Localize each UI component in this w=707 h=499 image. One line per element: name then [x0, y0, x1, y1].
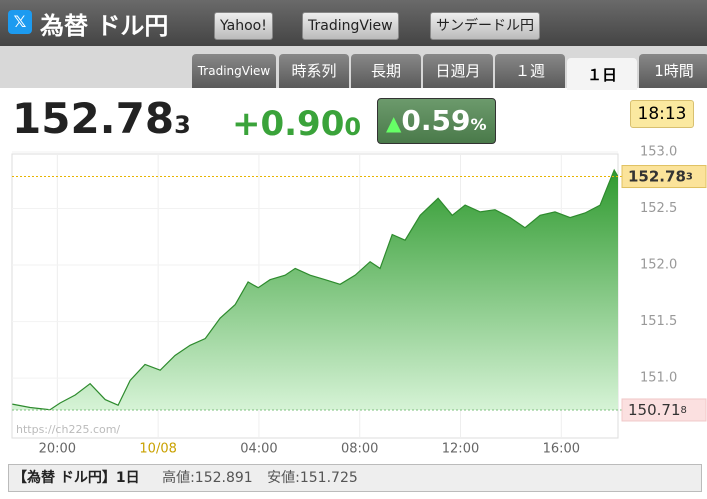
- marker-box: [621, 165, 707, 189]
- y-tick-label: 152.0: [640, 258, 677, 273]
- price: 152.783: [12, 94, 191, 143]
- percent: 0.59: [401, 104, 471, 137]
- percent-box: ▲0.59%: [377, 98, 496, 144]
- x-tick-label: 08:00: [341, 442, 378, 457]
- x-tick-label: 04:00: [240, 442, 277, 457]
- price-sub: 3: [174, 111, 191, 139]
- x-tick-label: 10/08: [139, 442, 176, 457]
- tab[interactable]: １週: [495, 54, 565, 88]
- tab[interactable]: 長期: [351, 54, 421, 88]
- marker-value: 152.78: [628, 167, 686, 185]
- link-label: Yahoo!: [220, 18, 267, 34]
- marker-box: [621, 398, 707, 422]
- footer: 【為替 ドル円】1日 高値:152.891 安値:151.725: [8, 464, 702, 492]
- footer-name: 【為替 ドル円】1日: [13, 470, 140, 486]
- x-tick-label: 16:00: [543, 442, 580, 457]
- change-sub: 0: [344, 113, 362, 141]
- footer-high: 高値:152.891: [162, 470, 253, 486]
- footer-low: 安値:151.725: [267, 470, 358, 486]
- marker-value: 150.71: [628, 400, 681, 418]
- change-main: +0.90: [232, 104, 345, 144]
- marker-label: 150.718: [628, 400, 687, 418]
- link-button[interactable]: TradingView: [302, 12, 399, 40]
- y-tick-label: 151.5: [640, 314, 677, 329]
- marker-label: 152.783: [628, 167, 693, 185]
- header: 𝕏 為替 ドル円 Yahoo! TradingView サンデードル円: [0, 0, 707, 46]
- link-label: サンデードル円: [436, 18, 534, 34]
- watermark: https://ch225.com/: [16, 423, 120, 436]
- x-icon[interactable]: 𝕏: [8, 10, 32, 34]
- x-tick-label: 12:00: [442, 442, 479, 457]
- tab[interactable]: 1時間: [639, 54, 707, 88]
- tab[interactable]: TradingView: [192, 54, 276, 88]
- tab[interactable]: １日: [567, 58, 637, 90]
- price-main: 152.78: [12, 94, 175, 143]
- marker-sub: 3: [686, 172, 693, 183]
- marker-sub: 8: [681, 405, 687, 416]
- link-button[interactable]: サンデードル円: [430, 12, 540, 40]
- y-tick-label: 152.5: [640, 201, 677, 216]
- page-title: 為替 ドル円: [40, 12, 169, 40]
- change: +0.900: [232, 104, 361, 144]
- area-fill: [12, 170, 618, 410]
- link-button[interactable]: Yahoo!: [214, 12, 273, 40]
- tab[interactable]: 時系列: [279, 54, 349, 88]
- chart: 20:00 10/08 04:00 08:00 12:00 16:00 153.0 152.5…: [11, 145, 707, 457]
- y-tick-label: 151.0: [640, 371, 677, 386]
- percent-unit: %: [470, 115, 487, 134]
- x-tick-label: 20:00: [39, 442, 76, 457]
- link-label: TradingView: [308, 18, 393, 34]
- tab[interactable]: 日週月: [423, 54, 493, 88]
- y-tick-label: 153.0: [640, 145, 677, 160]
- time: 18:13: [630, 100, 694, 128]
- price-line: [12, 168, 618, 410]
